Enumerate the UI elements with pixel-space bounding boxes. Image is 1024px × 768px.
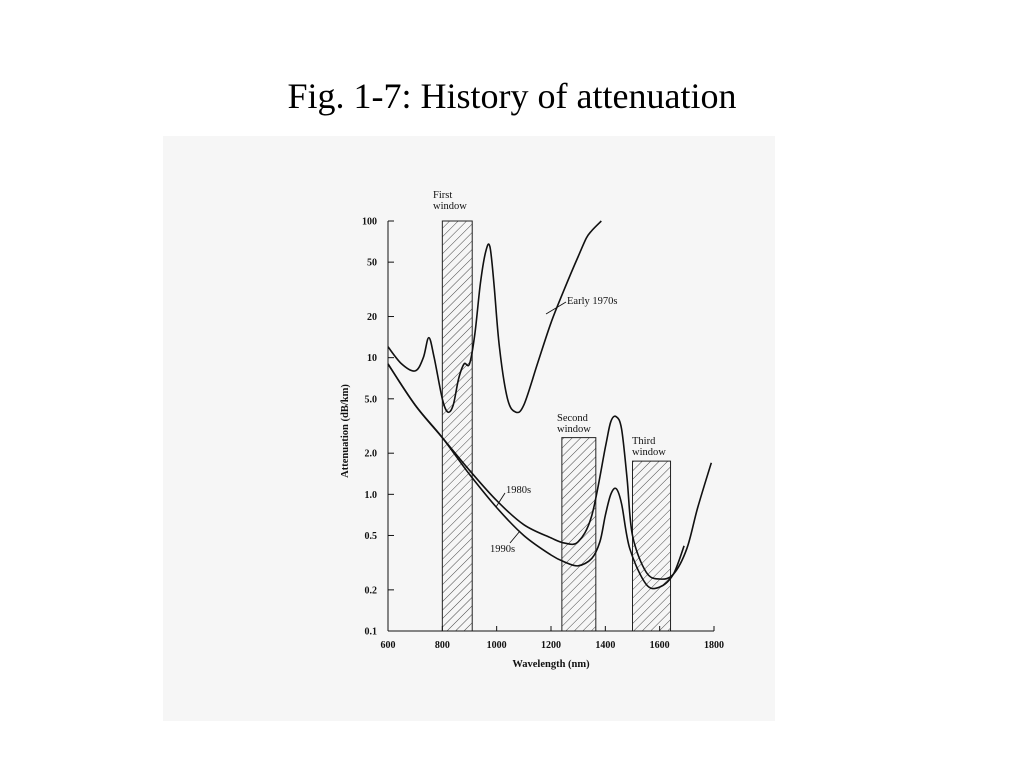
y-tick-label: 0.5: [365, 531, 378, 542]
x-tick-label: 600: [381, 640, 396, 651]
window-label-1: First: [433, 190, 452, 201]
y-tick-label: 5.0: [365, 394, 378, 405]
window-bar-2: [561, 437, 597, 632]
x-axis-title: Wavelength (nm): [512, 659, 590, 670]
series-line-early-1970s: [387, 220, 602, 414]
series-line-1990s: [387, 363, 685, 590]
windows-layer: [441, 220, 672, 632]
y-tick-label: 20: [367, 312, 377, 323]
window-label-2: window: [557, 424, 591, 435]
window-label-3: Third: [632, 436, 656, 447]
x-tick-label: 1000: [487, 640, 507, 651]
series-line-1980s: [387, 363, 713, 580]
series-layer: [387, 220, 713, 590]
y-tick-label: 10: [367, 353, 377, 364]
window-bar-3: [632, 460, 672, 632]
x-tick-label: 800: [435, 640, 450, 651]
y-tick-label: 100: [362, 217, 377, 228]
series-annotation: 1990s: [490, 544, 515, 555]
window-label-1: window: [433, 201, 467, 212]
labels-layer: FirstwindowSecondwindowThirdwindowEarly …: [433, 190, 666, 555]
x-tick-label: 1400: [595, 640, 615, 651]
x-tick-label: 1200: [541, 640, 561, 651]
y-tick-label: 0.2: [365, 585, 378, 596]
annotation-leader: [495, 492, 506, 508]
annotation-leader: [509, 530, 521, 544]
window-label-2: Second: [557, 413, 589, 424]
slide-title: Fig. 1-7: History of attenuation: [287, 76, 737, 116]
axes-layer: 600 800 1000 1200 1400 1600 1800 0.1 0.2 0.5 1.0 2.…: [340, 217, 724, 671]
window-bar-1: [441, 220, 473, 632]
y-tick-label: 0.1: [365, 627, 378, 638]
x-tick-label: 1800: [704, 640, 724, 651]
y-tick-label: 50: [367, 258, 377, 269]
y-tick-label: 1.0: [365, 490, 378, 501]
series-annotation: Early 1970s: [567, 296, 617, 307]
y-axis-title: Attenuation (dB/km): [340, 384, 351, 478]
window-label-3: window: [632, 447, 666, 458]
series-annotation: 1980s: [506, 485, 531, 496]
y-tick-label: 2.0: [365, 449, 378, 460]
x-tick-label: 1600: [650, 640, 670, 651]
annotation-leader: [545, 301, 567, 315]
